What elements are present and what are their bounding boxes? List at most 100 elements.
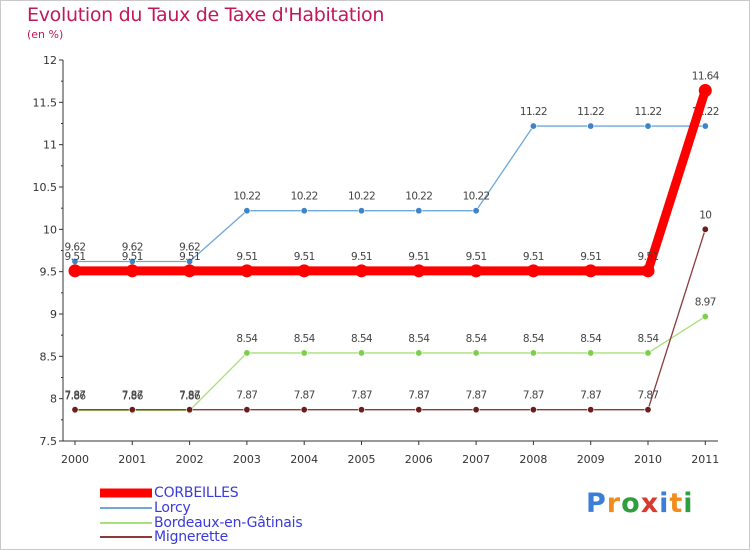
data-point-corbeilles — [469, 264, 483, 278]
data-point-mignerette — [186, 406, 194, 414]
data-label-bordeaux-en-g-tinais: 8.54 — [638, 333, 660, 345]
data-point-bordeaux-en-g-tinais — [357, 349, 365, 357]
data-label-lorcy: 9.62 — [65, 242, 86, 254]
data-point-bordeaux-en-g-tinais — [644, 349, 652, 357]
legend-item-lorcy: Lorcy — [100, 500, 191, 516]
series-line-bordeaux-en-g-tinais — [75, 315, 706, 412]
data-point-bordeaux-en-g-tinais — [300, 349, 308, 357]
y-tick-label: 12 — [43, 54, 57, 67]
data-point-lorcy — [415, 207, 423, 215]
data-label-bordeaux-en-g-tinais: 7.86 — [179, 391, 201, 403]
data-label-mignerette: 7.87 — [122, 390, 143, 402]
legend-item-corbeilles: CORBEILLES — [100, 485, 239, 501]
data-label-mignerette: 7.87 — [466, 390, 487, 402]
data-label-mignerette: 10 — [699, 209, 711, 221]
data-point-lorcy — [644, 122, 652, 130]
legend-item-mignerette: Mignerette — [100, 529, 228, 545]
data-point-corbeilles — [355, 264, 368, 278]
data-point-mignerette — [128, 406, 136, 414]
x-tick-label: 2008 — [519, 453, 547, 466]
x-tick-label: 2006 — [405, 453, 433, 466]
data-label-corbeilles: 9.51 — [65, 251, 86, 263]
data-label-lorcy: 11.22 — [520, 106, 547, 118]
logo-letter: x — [640, 488, 660, 519]
data-label-bordeaux-en-g-tinais: 8.54 — [408, 333, 430, 345]
series-line-corbeilles — [70, 85, 710, 276]
logo-letter: r — [606, 488, 622, 519]
data-label-mignerette: 7.87 — [236, 390, 257, 402]
x-tick-label: 2003 — [233, 453, 261, 466]
x-tick-label: 2010 — [634, 453, 662, 466]
x-tick-label: 2000 — [61, 453, 89, 466]
data-label-corbeilles: 9.51 — [179, 251, 200, 263]
data-label-corbeilles: 9.51 — [408, 251, 429, 263]
data-point-corbeilles — [183, 264, 197, 278]
data-label-bordeaux-en-g-tinais: 8.54 — [351, 333, 373, 345]
data-point-lorcy — [243, 207, 251, 215]
data-label-lorcy: 11.22 — [634, 106, 661, 118]
data-label-lorcy: 10.22 — [291, 191, 318, 203]
data-point-bordeaux-en-g-tinais — [587, 349, 595, 357]
data-point-mignerette — [300, 406, 308, 414]
data-point-corbeilles — [68, 264, 82, 278]
y-tick-label: 11.5 — [33, 96, 58, 109]
data-point-mignerette — [71, 406, 79, 414]
data-label-mignerette: 7.87 — [523, 390, 544, 402]
y-tick-label: 7.5 — [40, 435, 58, 448]
data-label-mignerette: 7.87 — [294, 390, 315, 402]
data-point-corbeilles — [526, 264, 540, 278]
y-unit-label: (en %) — [27, 28, 64, 41]
x-tick-label: 2009 — [577, 453, 605, 466]
y-tick-label: 11 — [43, 139, 57, 152]
y-tick-label: 8 — [50, 393, 57, 406]
data-point-mignerette — [587, 406, 595, 414]
x-tick-label: 2007 — [462, 453, 490, 466]
data-point-lorcy — [701, 122, 709, 130]
y-tick-label: 8.5 — [40, 350, 58, 363]
legend-label-mignerette: Mignerette — [154, 529, 228, 545]
data-point-bordeaux-en-g-tinais — [529, 349, 537, 357]
data-point-corbeilles — [240, 264, 254, 278]
legend-label-bordeaux: Bordeaux-en-Gâtinais — [154, 515, 303, 531]
data-point-corbeilles — [641, 264, 655, 278]
data-point-mignerette — [701, 225, 709, 233]
data-label-corbeilles: 9.51 — [236, 251, 257, 263]
legend-item-bordeaux: Bordeaux-en-Gâtinais — [100, 515, 303, 531]
data-label-mignerette: 7.87 — [638, 390, 659, 402]
data-point-bordeaux-en-g-tinais — [472, 349, 480, 357]
y-tick-label: 9.5 — [40, 266, 58, 279]
data-label-corbeilles: 9.51 — [638, 251, 659, 263]
data-label-lorcy: 10.22 — [405, 191, 432, 203]
data-point-bordeaux-en-g-tinais — [415, 349, 423, 357]
data-point-mignerette — [415, 406, 423, 414]
data-label-corbeilles: 9.51 — [580, 251, 601, 263]
data-label-bordeaux-en-g-tinais: 7.86 — [122, 391, 144, 403]
data-label-corbeilles: 9.51 — [351, 251, 372, 263]
y-tick-label: 10.5 — [33, 181, 58, 194]
data-label-mignerette: 7.87 — [408, 390, 429, 402]
data-label-bordeaux-en-g-tinais: 8.54 — [523, 333, 545, 345]
proxiti-logo: Proxiti — [586, 488, 694, 519]
data-point-lorcy — [472, 207, 480, 215]
data-point-corbeilles — [412, 264, 426, 278]
data-point-lorcy — [587, 122, 595, 130]
legend-swatch-lorcy — [100, 507, 152, 509]
x-tick-label: 2004 — [290, 453, 318, 466]
logo-letter: i — [659, 488, 670, 519]
data-label-bordeaux-en-g-tinais: 8.97 — [695, 297, 716, 309]
data-label-bordeaux-en-g-tinais: 8.54 — [294, 333, 316, 345]
data-point-bordeaux-en-g-tinais — [243, 349, 251, 357]
data-label-lorcy: 9.62 — [179, 242, 200, 254]
legend-label-corbeilles: CORBEILLES — [154, 485, 239, 501]
data-point-mignerette — [243, 406, 251, 414]
legend-swatch-bordeaux — [100, 522, 152, 524]
data-label-corbeilles: 11.64 — [692, 70, 720, 82]
legend-label-lorcy: Lorcy — [154, 500, 191, 516]
data-label-lorcy: 10.22 — [233, 191, 260, 203]
data-point-bordeaux-en-g-tinais — [701, 313, 709, 321]
data-point-mignerette — [357, 406, 365, 414]
series-line-mignerette — [75, 229, 706, 411]
legend-swatch-mignerette — [100, 536, 152, 538]
legend-swatch-corbeilles — [100, 488, 152, 498]
